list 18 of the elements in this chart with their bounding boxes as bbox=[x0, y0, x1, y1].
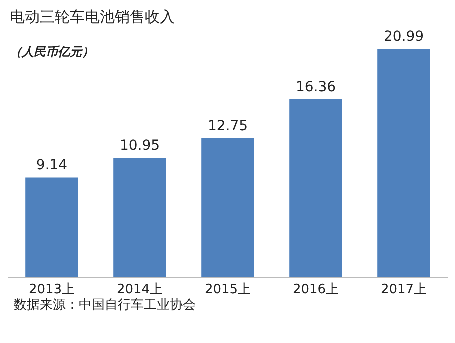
x-tick-label: 2017上 bbox=[380, 282, 428, 298]
data-label: 9.14 bbox=[36, 158, 68, 174]
bar bbox=[114, 158, 166, 277]
x-tick-label: 2015上 bbox=[204, 282, 252, 298]
x-tick-label: 2013上 bbox=[28, 282, 76, 298]
bar bbox=[290, 99, 342, 277]
data-label: 20.99 bbox=[384, 29, 424, 45]
bar bbox=[26, 178, 78, 277]
source-note: 数据来源：中国自行车工业协会 bbox=[14, 297, 196, 314]
bar bbox=[378, 49, 430, 277]
data-label: 12.75 bbox=[208, 118, 248, 135]
bar bbox=[202, 138, 254, 277]
x-tick-label: 2016上 bbox=[292, 282, 340, 298]
data-label: 10.95 bbox=[120, 138, 160, 154]
chart-title: 电动三轮车电池销售收入 bbox=[10, 8, 175, 27]
x-tick-label: 2014上 bbox=[116, 282, 164, 298]
chart-subtitle: （人民币亿元） bbox=[10, 44, 94, 61]
data-label: 16.36 bbox=[296, 79, 336, 96]
